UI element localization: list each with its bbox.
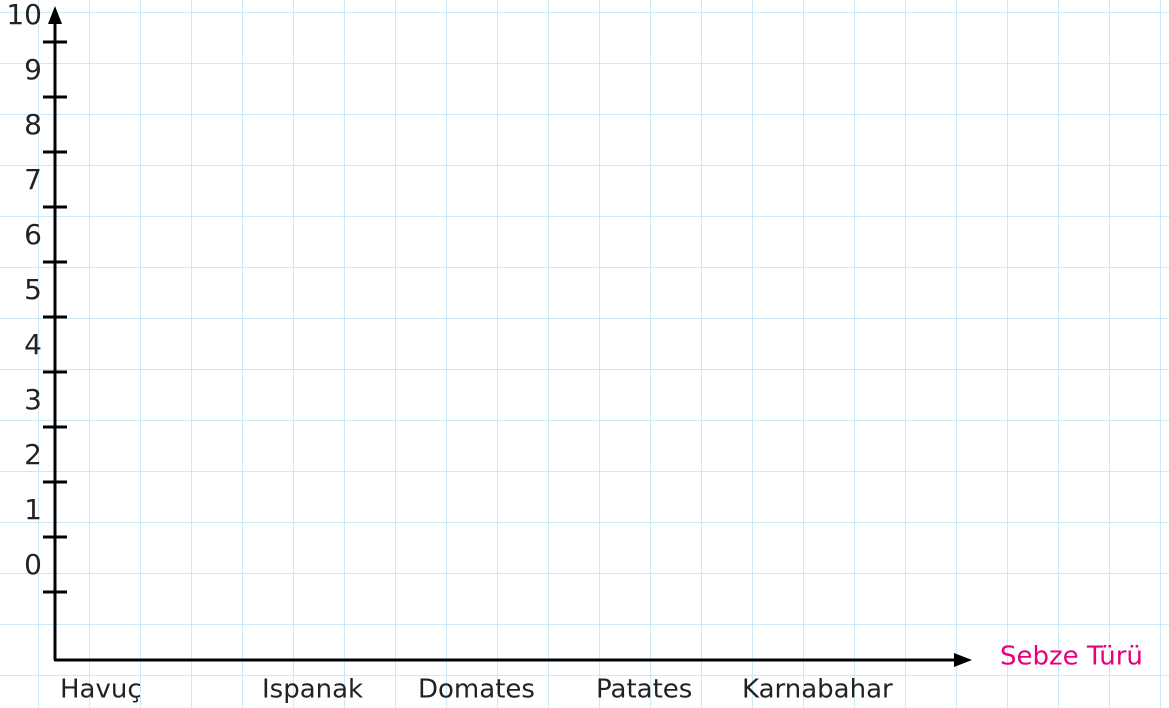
x-tick-label: Havuç: [60, 675, 142, 705]
y-tick-label: 3: [24, 383, 42, 416]
y-tick-label: 8: [24, 108, 42, 141]
x-tick-label: Ispanak: [262, 675, 363, 705]
y-tick-label: 5: [24, 273, 42, 306]
y-tick-label: 9: [24, 53, 42, 86]
y-tick-label: 0: [24, 548, 42, 581]
x-axis-arrow: [954, 653, 972, 667]
x-tick-label: Domates: [418, 675, 535, 705]
y-axis-arrow: [48, 6, 62, 24]
y-tick-label: 2: [24, 438, 42, 471]
y-tick-label: 6: [24, 218, 42, 251]
x-tick-label: Karnabahar: [742, 675, 893, 705]
y-tick-label: 1: [24, 493, 42, 526]
y-tick-label: 4: [24, 328, 42, 361]
x-tick-label: Patates: [596, 675, 692, 705]
y-tick-label: 7: [24, 163, 42, 196]
y-tick-label: 10: [6, 0, 42, 31]
x-axis-label: Sebze Türü: [1000, 642, 1143, 672]
